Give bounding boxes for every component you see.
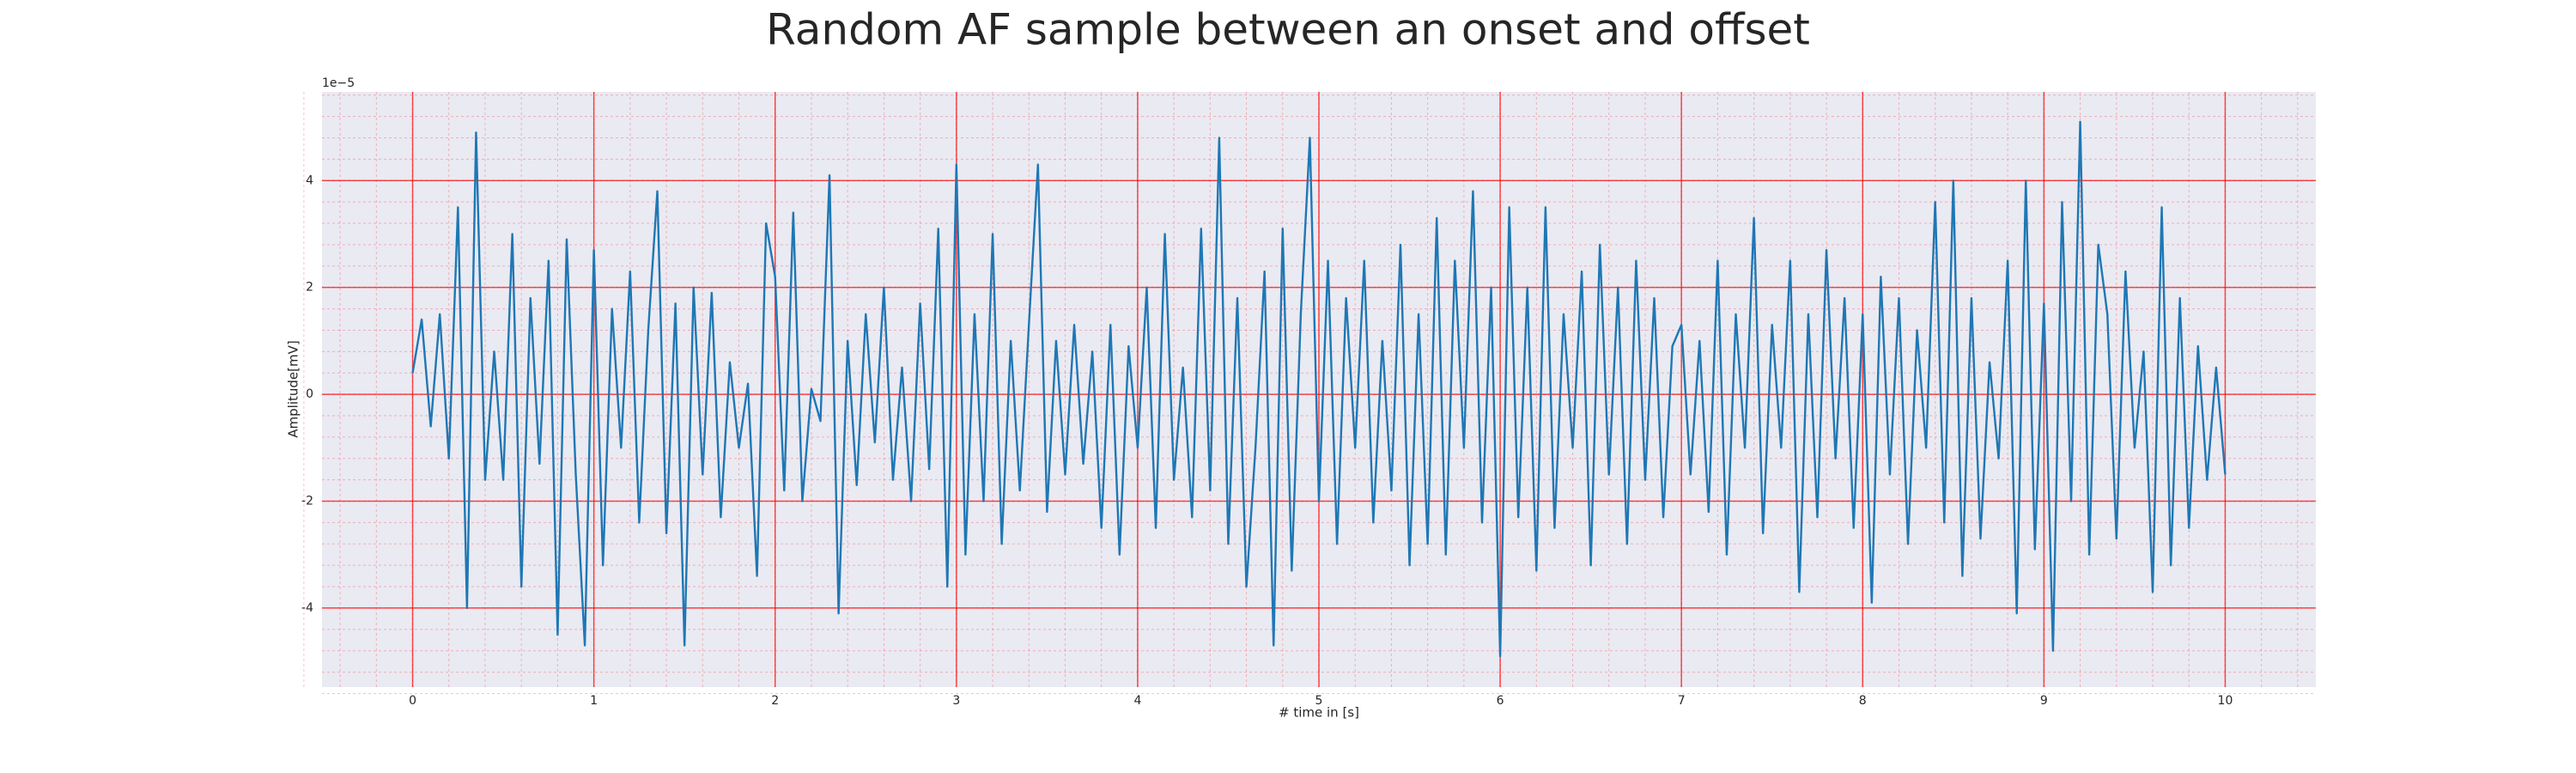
x-tick-label: 4 [1133,694,1141,708]
x-tick-label: 10 [2218,694,2233,708]
chart-title: Random AF sample between an onset and of… [766,5,1810,55]
y-tick-label: -4 [301,601,313,615]
x-tick-label: 5 [1315,694,1323,708]
y-tick-label: 4 [306,173,313,187]
x-axis-label: # time in [s] [1279,705,1359,721]
x-tick-label: 7 [1678,694,1686,708]
y-axis-label: Amplitude[mV] [286,340,301,437]
x-tick-label: 9 [2040,694,2048,708]
x-tick-label: 3 [952,694,960,708]
y-tick-label: 2 [306,281,313,295]
x-tick-label: 1 [590,694,598,708]
plot-area [303,92,2316,694]
data-line [411,120,2227,658]
y-tick-label: 0 [306,387,313,401]
x-tick-label: 8 [1859,694,1867,708]
x-tick-label: 2 [771,694,779,708]
y-tick-label: -2 [301,495,313,508]
x-tick-label: 0 [409,694,416,708]
x-tick-label: 6 [1497,694,1504,708]
y-offset-label: 1e−5 [322,76,355,90]
